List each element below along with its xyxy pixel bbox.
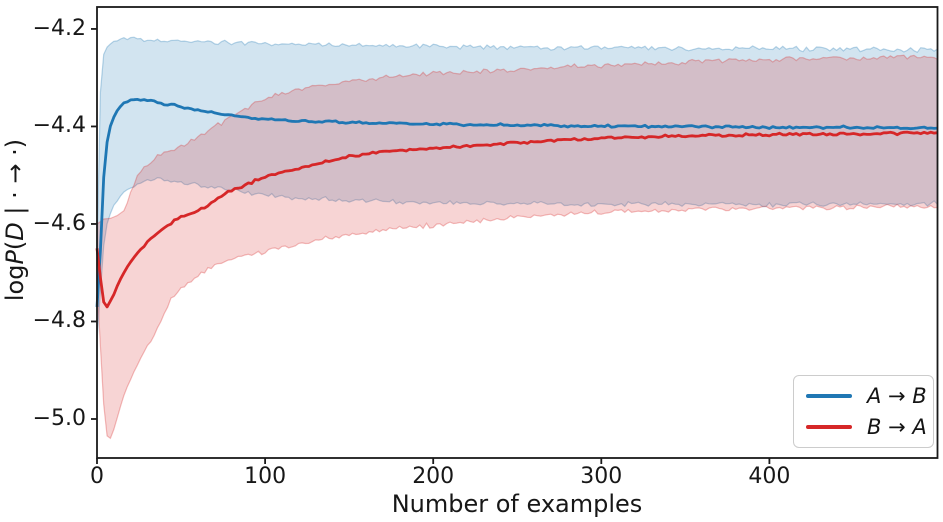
y-axis-label-part: P	[1, 250, 29, 265]
legend-label: B → A	[867, 415, 927, 439]
band-upper-edge-a-b	[96, 36, 938, 254]
legend-entry-a-b: A → B	[806, 381, 927, 411]
legend-label: A → B	[867, 384, 927, 408]
y-tick-label: −4.8	[32, 308, 86, 334]
x-tick-label: 100	[244, 464, 287, 489]
x-tick-label: 400	[748, 464, 791, 489]
y-tick-label: −4.4	[32, 113, 86, 139]
x-tick-label: 200	[412, 464, 455, 489]
y-tick-label: −4.2	[32, 15, 86, 41]
confidence-band-a-b	[97, 37, 938, 341]
series-line-b-a	[95, 130, 938, 309]
band-lower-edge-b-a	[96, 203, 938, 440]
y-axis-label-part: (	[1, 240, 29, 251]
legend-line-swatch	[806, 394, 852, 398]
band-upper-edge-b-a	[96, 54, 938, 225]
y-axis-label-part: log	[1, 264, 29, 302]
legend-entry-b-a: B → A	[806, 412, 927, 442]
confidence-band-b-a	[97, 55, 938, 439]
series-line-a-b	[95, 98, 938, 307]
x-tick-label: 300	[580, 464, 623, 489]
legend-line-swatch	[806, 425, 852, 429]
x-axis-label: Number of examples	[391, 490, 643, 518]
plot-frame	[96, 6, 939, 459]
legend: A → B B → A	[793, 375, 934, 448]
x-tick-label: 0	[90, 464, 104, 489]
y-tick-label: −4.6	[32, 210, 86, 236]
y-tick-label: −5.0	[32, 405, 86, 431]
